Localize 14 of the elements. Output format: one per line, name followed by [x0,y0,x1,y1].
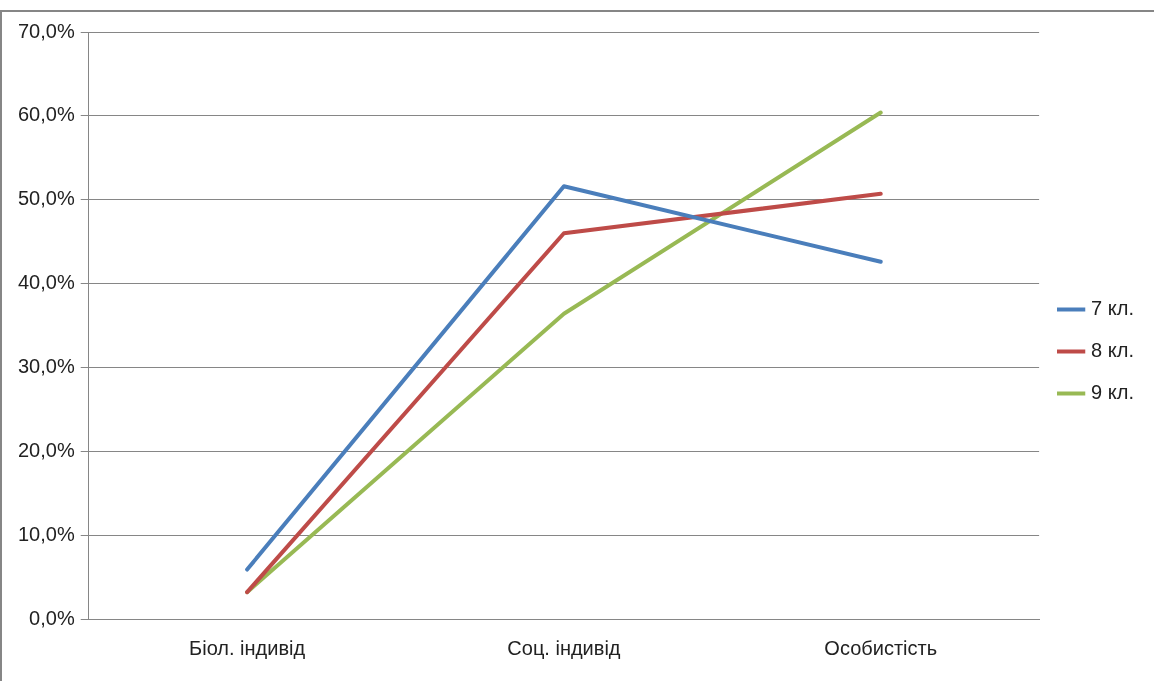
y-tick-label: 40,0% [17,271,75,294]
legend-label: 9 кл. [1091,381,1135,404]
y-tick-label: 10,0% [17,522,75,545]
legend-label: 8 кл. [1091,339,1135,362]
legend-label: 7 кл. [1091,297,1135,320]
y-tick-label: 30,0% [17,354,75,377]
x-tick-label: Біол. індивід [189,636,306,659]
y-tick-label: 60,0% [17,103,75,126]
y-tick-label: 0,0% [29,606,75,629]
y-tick-label: 70,0% [17,19,75,42]
y-tick-label: 50,0% [17,187,75,210]
y-tick-label: 20,0% [17,438,75,461]
x-tick-label: Соц. індивід [507,636,621,659]
x-tick-label: Особистість [824,636,938,659]
